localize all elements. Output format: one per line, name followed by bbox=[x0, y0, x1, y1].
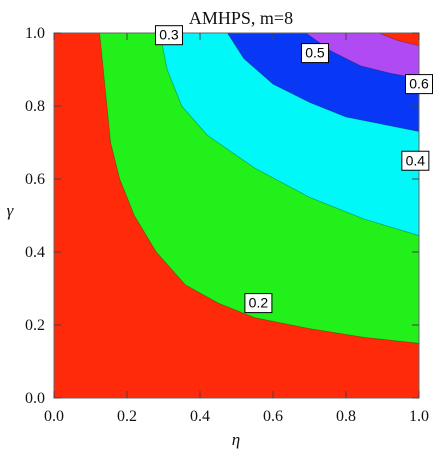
contour-label-0-5: 0.5 bbox=[300, 43, 329, 64]
contour-label-text-0-3: 0.3 bbox=[159, 27, 179, 43]
contour-label-0-3: 0.3 bbox=[154, 25, 183, 46]
contour-label-box-0-2 bbox=[244, 293, 273, 314]
y-tick-label-0-4: 0.4 bbox=[25, 244, 45, 261]
contour-line-0-4 bbox=[227, 32, 420, 132]
chart-title: AMHPS, m=8 bbox=[189, 8, 293, 28]
contour-label-0-4: 0.4 bbox=[401, 150, 430, 171]
y-tick-label-0-8: 0.8 bbox=[25, 98, 45, 115]
contour-label-box-0-3 bbox=[154, 25, 183, 46]
x-axis-label: η bbox=[232, 430, 240, 449]
contour-line-0-3 bbox=[159, 32, 420, 236]
region-0-6-and-above bbox=[378, 33, 419, 46]
contour-label-0-6: 0.6 bbox=[405, 74, 433, 95]
contour-label-box-0-5 bbox=[300, 43, 329, 64]
contour-label-text-0-5: 0.5 bbox=[305, 45, 325, 61]
x-tick-label-0-6: 0.6 bbox=[263, 408, 283, 425]
x-tick-label-0-0: 0.0 bbox=[44, 408, 64, 425]
contour-label-0-2: 0.2 bbox=[244, 293, 273, 314]
y-axis-label: γ bbox=[7, 201, 15, 220]
x-tick-label-0-4: 0.4 bbox=[190, 408, 210, 425]
axes: 0.0 0.2 0.4 0.6 0.8 1.0 0.0 0.2 0.4 0.6 0.8 1.0 bbox=[25, 25, 429, 425]
contour-line-0-2 bbox=[99, 32, 420, 344]
contour-label-box-0-4 bbox=[401, 150, 430, 171]
contour-label-text-0-4: 0.4 bbox=[406, 152, 426, 168]
contour-lines bbox=[99, 32, 420, 344]
y-tick-label-1-0: 1.0 bbox=[25, 25, 45, 42]
y-tick-label-0-0: 0.0 bbox=[25, 390, 45, 407]
y-tick-label-0-2: 0.2 bbox=[25, 317, 45, 334]
contour-label-text-0-2: 0.2 bbox=[249, 295, 269, 311]
contour-labels: 0.2 0.3 0.4 0.5 0.6 bbox=[154, 25, 433, 314]
contour-line-0-6 bbox=[378, 32, 420, 47]
contour-regions bbox=[54, 33, 419, 398]
x-tick-label-0-8: 0.8 bbox=[336, 408, 356, 425]
x-tick-label-0-2: 0.2 bbox=[117, 408, 137, 425]
region-0-5-and-above bbox=[305, 33, 419, 79]
y-tick-label-0-6: 0.6 bbox=[25, 171, 45, 188]
x-tick-label-1-0: 1.0 bbox=[409, 408, 429, 425]
contour-label-text-0-6: 0.6 bbox=[409, 76, 429, 92]
contour-label-box-0-6 bbox=[405, 74, 433, 95]
